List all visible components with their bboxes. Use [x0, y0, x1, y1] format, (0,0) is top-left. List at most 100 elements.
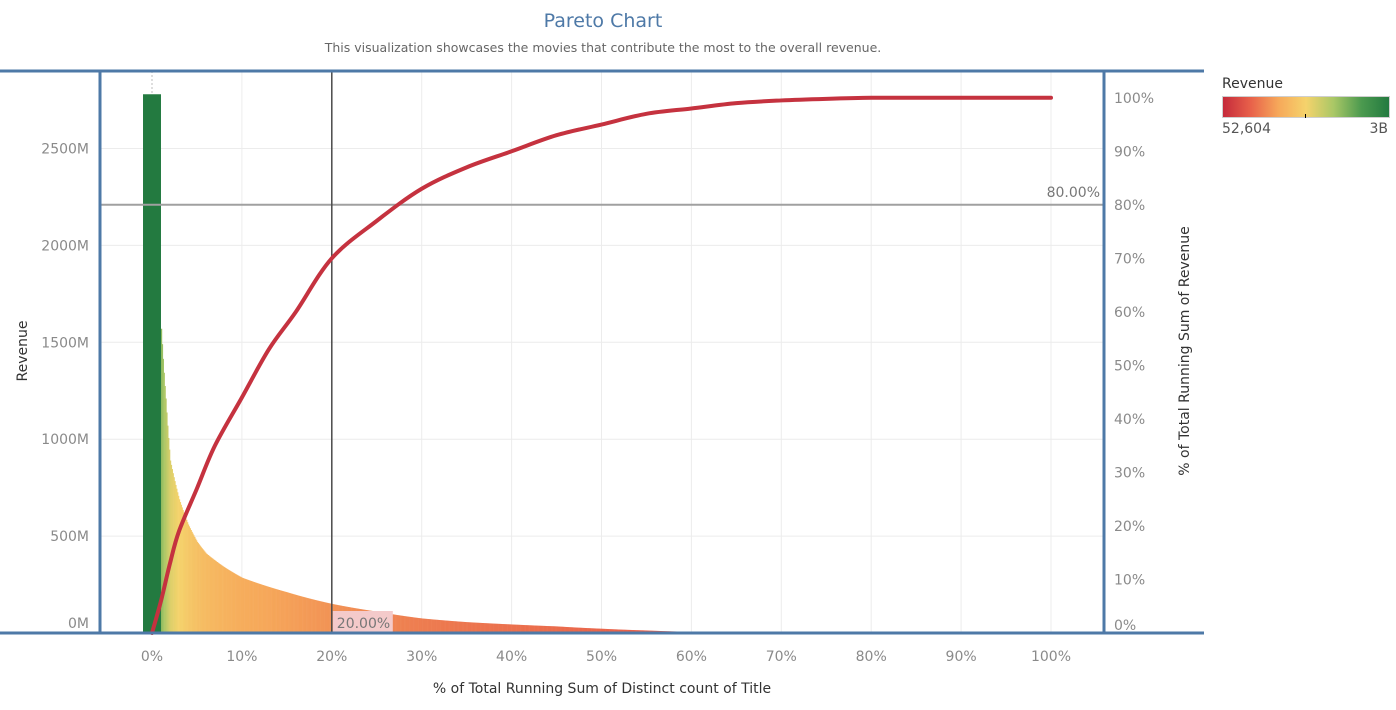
revenue-bar	[170, 464, 173, 633]
revenue-bar	[408, 616, 410, 633]
revenue-bar	[330, 603, 332, 633]
revenue-bar	[160, 328, 163, 633]
revenue-bar	[302, 596, 304, 633]
revenue-bar	[178, 499, 181, 633]
revenue-bar	[600, 628, 602, 633]
revenue-bar	[419, 618, 422, 633]
revenue-bar	[578, 627, 580, 633]
revenue-bar	[534, 625, 537, 633]
revenue-bar	[537, 625, 539, 633]
revenue-bar	[425, 618, 427, 633]
revenue-bar	[327, 602, 329, 633]
revenue-bar	[187, 524, 190, 633]
revenue-bar	[274, 588, 276, 633]
revenue-bar	[619, 629, 621, 633]
revenue-bar	[607, 629, 609, 633]
revenue-bar	[303, 597, 306, 633]
revenue-bar	[201, 547, 203, 633]
x-tick-label: 40%	[496, 649, 527, 665]
revenue-bar	[169, 449, 171, 633]
revenue-bar	[605, 628, 607, 633]
revenue-bar	[262, 585, 264, 633]
revenue-bar	[178, 495, 180, 633]
revenue-bar	[533, 625, 535, 633]
revenue-bar	[289, 593, 291, 633]
revenue-bar	[271, 587, 273, 633]
revenue-bar	[526, 625, 529, 633]
revenue-bar	[185, 517, 187, 633]
revenue-bar	[234, 573, 236, 633]
revenue-bar	[329, 603, 331, 633]
revenue-bar	[629, 629, 631, 633]
revenue-bar	[205, 552, 207, 633]
revenue-bar	[516, 624, 519, 633]
page-title: Pareto Chart	[543, 10, 663, 32]
page-subtitle: This visualization showcases the movies …	[324, 40, 882, 55]
revenue-bar	[437, 619, 440, 633]
revenue-bar	[514, 624, 516, 633]
revenue-bar	[491, 623, 494, 633]
revenue-bar	[501, 624, 503, 633]
revenue-bar	[165, 398, 167, 633]
revenue-bar	[591, 628, 593, 633]
revenue-bar	[222, 565, 224, 633]
revenue-bar	[258, 583, 260, 633]
revenue-bar	[261, 584, 263, 633]
revenue-bar	[527, 625, 529, 633]
revenue-bar	[511, 624, 513, 633]
revenue-bar	[552, 626, 555, 633]
revenue-bar	[430, 619, 432, 633]
revenue-bar	[435, 619, 437, 633]
revenue-bar	[205, 553, 208, 633]
revenue-bar	[570, 627, 572, 633]
revenue-bar	[597, 628, 600, 633]
revenue-bar	[625, 629, 627, 633]
revenue-bar	[499, 623, 502, 633]
revenue-bar	[577, 627, 579, 633]
revenue-bar	[438, 619, 440, 633]
revenue-bar	[596, 628, 598, 633]
revenue-bar	[452, 621, 454, 633]
revenue-bar	[519, 624, 521, 633]
revenue-bar	[614, 629, 616, 633]
chart-frame	[0, 69, 1204, 635]
legend-max-label: 3B	[1369, 121, 1388, 137]
revenue-bar	[510, 624, 512, 633]
revenue-bar	[253, 581, 255, 633]
revenue-bar	[233, 573, 236, 633]
pareto-chart[interactable]: 80.00% 20.00% 0% 10% 20% 30% 40% 50% 60% 70% 80% 9…	[0, 0, 1206, 710]
revenue-bar	[576, 627, 578, 633]
revenue-bar	[566, 627, 568, 633]
x-tick-label: 30%	[406, 649, 437, 665]
cumulative-line	[150, 95, 1053, 635]
revenue-bar	[496, 623, 498, 633]
revenue-bar	[328, 603, 330, 633]
revenue-bar	[547, 626, 549, 633]
revenue-bar	[513, 624, 515, 633]
revenue-bar	[575, 627, 577, 633]
revenue-bar	[612, 629, 614, 633]
revenue-bar	[584, 627, 586, 633]
revenue-bar	[440, 620, 442, 633]
revenue-bar	[556, 626, 558, 633]
revenue-bar	[492, 623, 494, 633]
revenue-bar	[464, 622, 467, 633]
revenue-bar	[298, 595, 300, 633]
cumulative-curve[interactable]	[150, 95, 1053, 635]
revenue-bar	[563, 626, 565, 633]
revenue-bar	[217, 562, 219, 633]
revenue-bar	[615, 629, 618, 633]
bars[interactable]	[143, 94, 737, 633]
revenue-bar	[322, 601, 325, 633]
revenue-bar	[534, 625, 536, 633]
y2-tick-label: 90%	[1114, 144, 1145, 160]
x-tick-label: 100%	[1031, 649, 1071, 665]
revenue-bar	[227, 569, 229, 633]
revenue-bar	[197, 543, 200, 633]
revenue-bar	[321, 601, 323, 633]
revenue-bar	[595, 628, 597, 633]
revenue-bar	[476, 622, 478, 633]
revenue-bar	[545, 625, 547, 633]
revenue-bar	[267, 586, 269, 633]
revenue-bar	[572, 627, 574, 633]
